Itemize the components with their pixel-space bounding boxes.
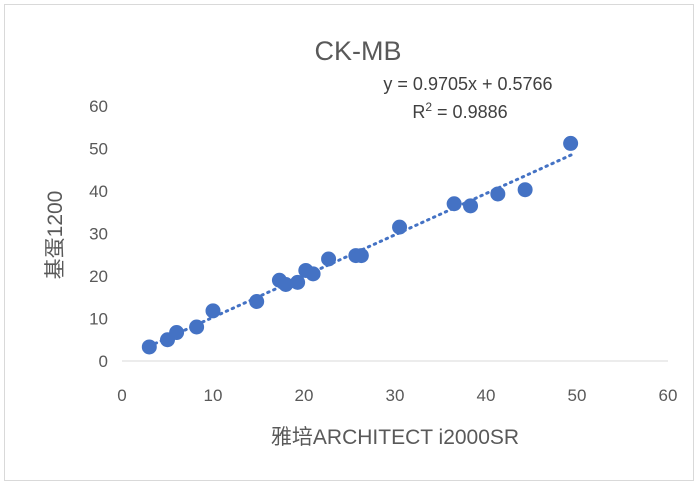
y-tick-label: 30 (89, 225, 108, 244)
y-tick-label: 10 (89, 310, 108, 329)
r-squared-superscript: 2 (425, 100, 432, 114)
data-point (305, 266, 321, 282)
data-point (290, 274, 306, 290)
x-axis-ticks: 0 10 20 30 40 50 60 (117, 386, 677, 405)
data-point (141, 339, 157, 355)
data-point (463, 198, 479, 214)
data-point (249, 294, 265, 309)
data-point (446, 196, 462, 212)
x-tick-label: 50 (568, 386, 587, 405)
data-point (517, 182, 533, 198)
chart-title: CK-MB (315, 36, 402, 66)
data-point (189, 319, 205, 335)
x-tick-label: 60 (659, 386, 678, 405)
r-squared-prefix: R (412, 102, 425, 122)
y-axis-ticks: 0 10 20 30 40 50 60 (89, 97, 108, 371)
x-tick-label: 40 (477, 386, 496, 405)
r-squared-label: R2 = 0.9886 (412, 100, 507, 122)
data-point (490, 186, 506, 202)
data-point (392, 219, 408, 235)
y-tick-label: 40 (89, 182, 108, 201)
x-tick-label: 10 (204, 386, 223, 405)
data-point (169, 325, 185, 341)
data-points (141, 135, 579, 355)
data-point (563, 135, 579, 151)
x-tick-label: 0 (117, 386, 126, 405)
x-tick-label: 30 (386, 386, 405, 405)
data-point (321, 251, 337, 267)
data-point (205, 303, 221, 319)
y-axis-label: 基蛋1200 (44, 191, 67, 280)
y-tick-label: 20 (89, 267, 108, 286)
x-tick-label: 20 (295, 386, 314, 405)
y-tick-label: 0 (99, 352, 108, 371)
trendline-equation: y = 0.9705x + 0.5766 (383, 74, 552, 94)
data-point (353, 248, 369, 264)
r-squared-value: = 0.9886 (432, 102, 508, 122)
y-tick-label: 50 (89, 140, 108, 159)
chart-frame (4, 4, 694, 481)
y-tick-label: 60 (89, 97, 108, 116)
x-axis-label: 雅培ARCHITECT i2000SR (271, 426, 519, 449)
data-point (278, 277, 294, 292)
trendline (147, 152, 574, 348)
